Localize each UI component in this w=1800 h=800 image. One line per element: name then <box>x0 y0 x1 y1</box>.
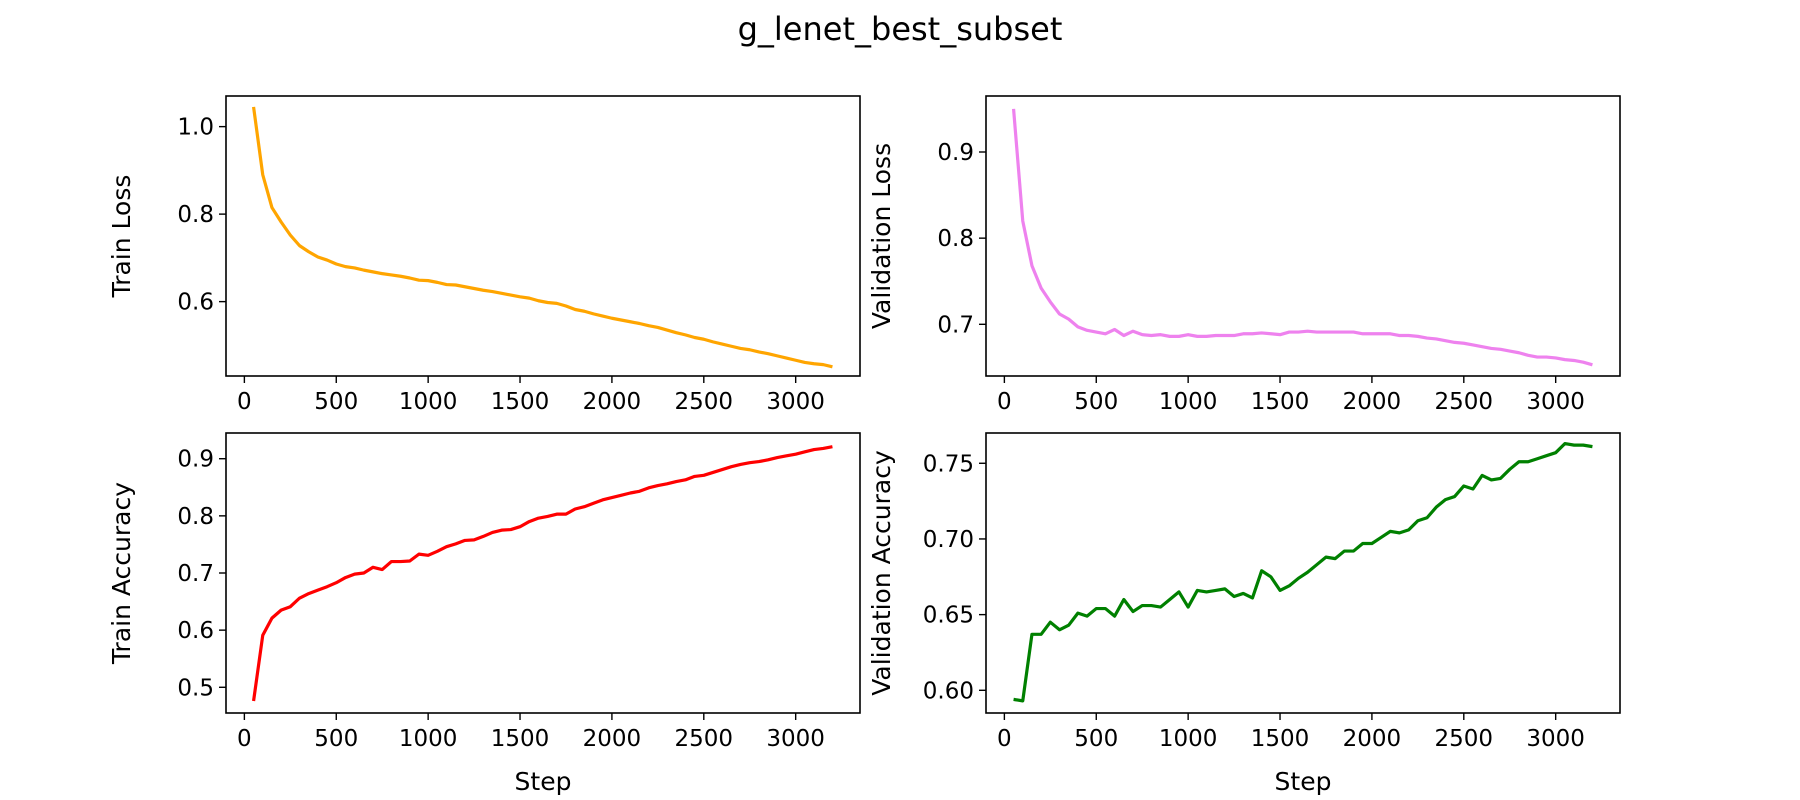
train-accuracy-ytick-label: 0.8 <box>177 504 214 530</box>
validation-loss-ylabel: Validation Loss <box>867 143 896 329</box>
validation-loss-ytick-label: 0.9 <box>937 140 974 166</box>
validation-accuracy-xtick-label: 3000 <box>1526 726 1585 752</box>
validation-accuracy-xlabel: Step <box>1275 767 1332 796</box>
figure-title: g_lenet_best_subset <box>738 10 1063 48</box>
train-loss-xtick-label: 1500 <box>491 389 550 415</box>
train-loss-ylabel: Train Loss <box>107 175 136 299</box>
subplot-validation-loss: 0 500 1000 1500 2000 2500 3000 0.7 0.8 0.9 Validat… <box>867 95 1621 415</box>
train-loss-xtick-label: 0 <box>237 389 252 415</box>
validation-accuracy-xtick-label: 2500 <box>1435 726 1494 752</box>
validation-accuracy-xtick-label: 1000 <box>1159 726 1218 752</box>
validation-accuracy-xtick-label: 500 <box>1074 726 1118 752</box>
validation-accuracy-xtick-label: 0 <box>997 726 1012 752</box>
validation-accuracy-line <box>1013 441 1593 703</box>
train-loss-xtick-label: 500 <box>314 389 358 415</box>
train-accuracy-ytick-label: 0.7 <box>177 561 214 587</box>
subplot-validation-accuracy: 0 500 1000 1500 2000 2500 3000 0.60 0.65 0.70 0.75… <box>867 432 1621 796</box>
subplot-train-loss: 0 500 1000 1500 2000 2500 3000 0.6 0.8 1.0 Train L… <box>107 95 861 415</box>
train-loss-xtick-label: 1000 <box>399 389 458 415</box>
validation-loss-xtick-label: 3000 <box>1526 389 1585 415</box>
validation-loss-xtick-label: 2500 <box>1435 389 1494 415</box>
train-accuracy-line <box>251 445 833 702</box>
validation-accuracy-ytick-label: 0.65 <box>923 603 974 629</box>
validation-loss-ytick-label: 0.7 <box>937 312 974 338</box>
train-accuracy-ytick-label: 0.5 <box>177 675 214 701</box>
train-loss-ytick-label: 1.0 <box>177 115 214 141</box>
train-accuracy-xlabel: Step <box>515 767 572 796</box>
train-accuracy-xtick-label: 500 <box>314 726 358 752</box>
validation-loss-xtick-label: 500 <box>1074 389 1118 415</box>
validation-loss-xtick-label: 1000 <box>1159 389 1218 415</box>
train-loss-xtick-label: 2500 <box>675 389 734 415</box>
train-accuracy-ytick-label: 0.6 <box>177 618 214 644</box>
train-accuracy-xtick-label: 2500 <box>675 726 734 752</box>
train-accuracy-axes-frame <box>225 432 861 714</box>
train-accuracy-ytick-label: 0.9 <box>177 447 214 473</box>
train-loss-axes-frame <box>225 95 861 377</box>
train-accuracy-ylabel: Train Accuracy <box>107 482 136 665</box>
validation-accuracy-ytick-label: 0.70 <box>923 527 974 553</box>
validation-loss-line <box>1011 108 1593 367</box>
train-loss-ytick-label: 0.8 <box>177 202 214 228</box>
validation-accuracy-xtick-label: 1500 <box>1251 726 1310 752</box>
validation-accuracy-xtick-label: 2000 <box>1343 726 1402 752</box>
train-loss-xtick-label: 3000 <box>766 389 825 415</box>
validation-loss-xtick-label: 0 <box>997 389 1012 415</box>
train-accuracy-xtick-label: 1000 <box>399 726 458 752</box>
validation-loss-ytick-label: 0.8 <box>937 226 974 252</box>
validation-accuracy-ylabel: Validation Accuracy <box>867 450 896 696</box>
train-accuracy-xtick-label: 0 <box>237 726 252 752</box>
train-loss-ytick-label: 0.6 <box>177 290 214 316</box>
validation-accuracy-ytick-label: 0.60 <box>923 678 974 704</box>
subplot-grid: 0 500 1000 1500 2000 2500 3000 0.6 0.8 1.0 Train L… <box>107 95 1621 796</box>
validation-accuracy-ytick-label: 0.75 <box>923 451 974 477</box>
subplot-train-accuracy: 0 500 1000 1500 2000 2500 3000 0.5 0.6 0.7 0.8 0.9 T… <box>107 432 861 796</box>
validation-loss-xtick-label: 2000 <box>1343 389 1402 415</box>
train-accuracy-xtick-label: 3000 <box>766 726 825 752</box>
train-accuracy-xtick-label: 2000 <box>583 726 642 752</box>
validation-loss-xtick-label: 1500 <box>1251 389 1310 415</box>
validation-accuracy-axes-frame <box>985 432 1621 714</box>
train-loss-line <box>251 106 833 369</box>
train-loss-xtick-label: 2000 <box>583 389 642 415</box>
train-accuracy-xtick-label: 1500 <box>491 726 550 752</box>
validation-loss-axes-frame <box>985 95 1621 377</box>
